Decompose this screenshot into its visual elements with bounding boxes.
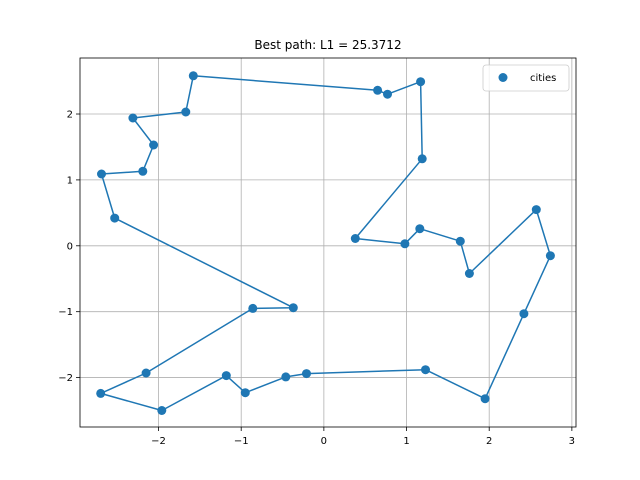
city-point	[531, 205, 541, 215]
plot-frame	[79, 57, 577, 428]
city-point	[288, 303, 298, 313]
city-point	[157, 406, 167, 415]
chart-title: Best path: L1 = 25.3712	[254, 38, 401, 52]
city-point	[138, 166, 148, 176]
x-tick-label: 3	[569, 436, 575, 447]
x-tick-label: 2	[486, 436, 492, 447]
x-tick-label: −1	[234, 436, 249, 447]
city-point	[97, 169, 106, 179]
city-point	[128, 113, 138, 123]
city-point	[248, 303, 258, 313]
axis-ticks: −2 −1 0 1 2 3 −2 −1 0 1 2	[58, 110, 575, 447]
city-point	[416, 77, 426, 87]
city-point	[188, 71, 198, 81]
city-point	[281, 372, 291, 382]
city-point	[149, 140, 159, 150]
city-point	[350, 234, 360, 243]
city-point	[400, 239, 410, 249]
legend: cities	[482, 64, 570, 92]
path-series	[99, 75, 552, 412]
city-point	[96, 388, 106, 398]
tour-path-line	[99, 75, 552, 412]
y-tick-label: −1	[58, 307, 73, 318]
y-tick-label: 1	[67, 175, 73, 186]
legend-label: cities	[530, 73, 556, 84]
city-point	[545, 251, 555, 261]
y-tick-label: −2	[58, 373, 73, 384]
city-point	[421, 365, 430, 375]
city-point	[141, 368, 151, 378]
city-point	[240, 388, 250, 398]
city-point	[181, 107, 191, 117]
city-points	[96, 71, 555, 415]
city-point	[519, 309, 529, 319]
legend-box	[482, 64, 570, 92]
legend-marker	[498, 73, 508, 82]
city-point	[464, 269, 474, 278]
city-point	[417, 154, 427, 164]
y-tick-label: 2	[67, 110, 73, 121]
x-tick-label: 0	[321, 436, 327, 447]
city-point	[373, 85, 383, 95]
x-tick-label: −2	[151, 436, 166, 447]
city-point	[480, 394, 490, 404]
x-tick-label: 1	[403, 436, 409, 447]
city-point	[383, 89, 392, 99]
city-point	[455, 236, 465, 246]
city-point	[415, 224, 425, 234]
y-tick-label: 0	[67, 241, 73, 252]
city-point	[302, 369, 311, 379]
city-point	[221, 371, 231, 381]
city-point	[110, 213, 120, 223]
